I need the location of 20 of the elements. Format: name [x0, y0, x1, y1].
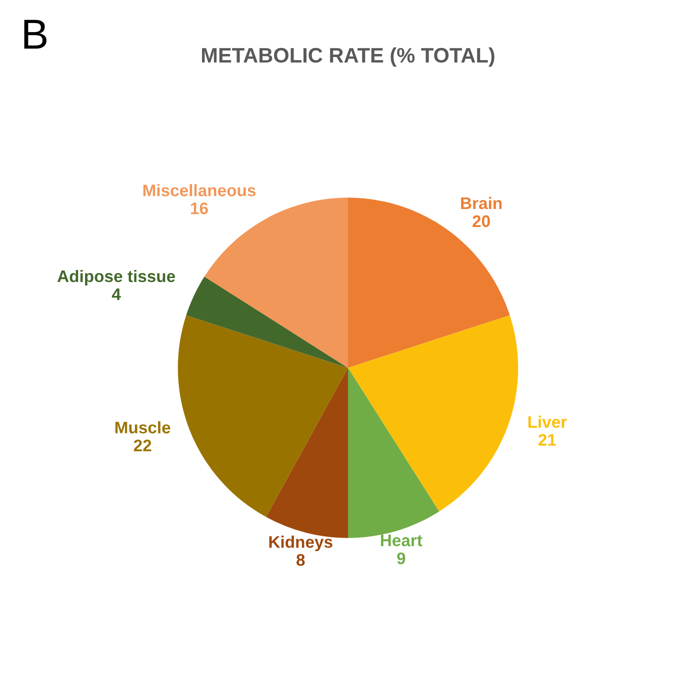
slice-label: Miscellaneous: [143, 184, 256, 196]
data-label: 4: [112, 288, 121, 300]
chart-title: METABOLIC RATE (% TOTAL): [202, 47, 494, 67]
data-label: 21: [538, 434, 556, 446]
slice-label: Liver: [528, 416, 567, 428]
data-label: 9: [397, 552, 406, 564]
data-label: 16: [191, 202, 208, 214]
slice-label: Muscle: [115, 421, 170, 434]
pie-slice: [348, 315, 518, 512]
text: B: [24, 20, 46, 49]
slice-label: Heart: [380, 534, 422, 546]
pie-slice: [186, 276, 348, 368]
pie-slice: [178, 315, 348, 517]
data-label: 8: [296, 554, 305, 566]
data-label: 20: [472, 215, 490, 228]
slice-label: Adipose tissue: [57, 270, 176, 286]
slice-label: Brain: [461, 196, 502, 210]
slice-label: Kidneys: [269, 536, 332, 552]
pie-slice: [348, 198, 510, 368]
data-label: 22: [134, 440, 152, 452]
